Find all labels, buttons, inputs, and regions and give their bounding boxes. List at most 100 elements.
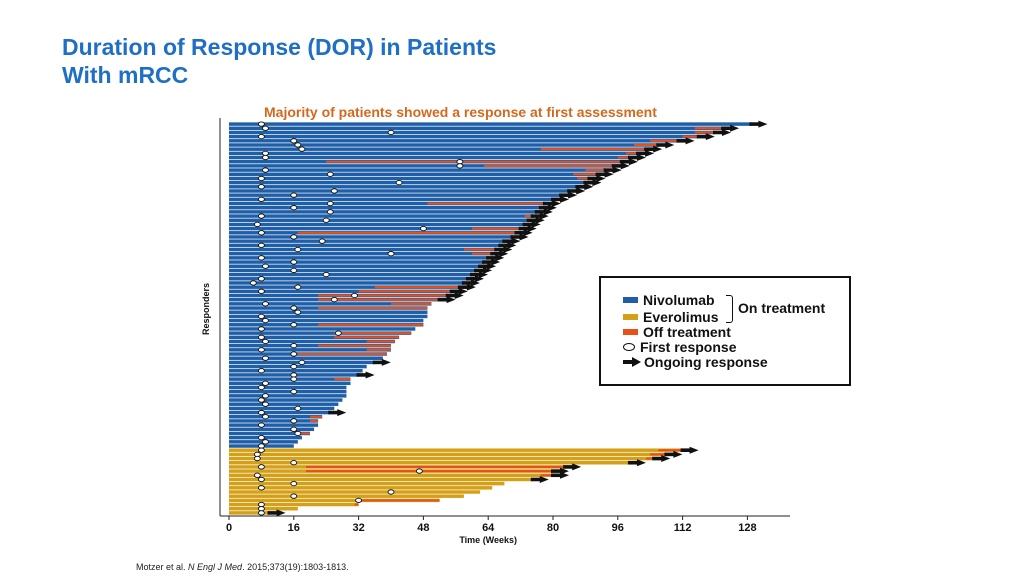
first-response-marker [298,359,306,366]
ongoing-arrow-head [474,275,484,283]
first-response-marker [387,489,395,495]
bar-everolimus [229,456,655,461]
first-response-marker [290,493,298,499]
off-treatment-segment [694,127,724,130]
bar-nivolumab [229,251,493,256]
ongoing-arrow-shaft [551,473,561,478]
bar-nivolumab [229,155,630,160]
off-treatment-segment [326,160,622,163]
ongoing-arrow-head [543,208,553,216]
off-treatment-segment [310,415,323,418]
first-response-marker [257,276,265,282]
first-response-marker [290,234,298,240]
bar-nivolumab [229,201,545,206]
citation-journal: N Engl J Med [188,562,243,572]
bar-nivolumab [229,331,412,335]
ongoing-arrow-head [560,471,569,479]
bar-nivolumab [229,285,460,289]
legend-label-on-treatment: On treatment [738,300,826,316]
bar-everolimus [229,511,270,515]
off-treatment-segment [297,231,517,234]
legend-item-off-treatment: Off treatment [623,324,731,340]
bar-nivolumab [229,126,724,131]
off-treatment-segment [318,307,428,310]
bar-nivolumab [229,394,347,398]
first-response-marker [395,179,403,186]
bar-nivolumab [229,277,468,281]
first-response-marker [298,146,306,152]
first-response-marker [257,435,265,441]
bar-nivolumab [229,410,331,415]
bar-nivolumab [229,143,659,147]
bar-everolimus [229,452,667,457]
ongoing-arrow-shaft [538,205,549,210]
off-treatment-segment [577,177,590,180]
bar-nivolumab [229,239,505,243]
off-treatment-segment [358,290,452,293]
off-treatment-segment [374,286,460,289]
ongoing-arrow-head [596,174,606,182]
ongoing-arrow-head [276,509,286,517]
bar-nivolumab [229,139,679,143]
first-response-marker [290,426,298,432]
ongoing-arrow-head [665,141,675,149]
first-response-marker [257,422,265,428]
bar-nivolumab [229,122,752,126]
first-response-marker [257,334,265,340]
bar-everolimus [229,498,440,503]
ongoing-arrow-head [527,225,537,233]
bar-nivolumab [229,205,541,210]
ongoing-arrow-head [495,254,505,262]
ongoing-arrow-shaft [567,189,578,193]
ongoing-arrow-shaft [559,193,570,197]
off-treatment-segment [682,135,699,138]
first-response-marker [290,259,298,265]
ongoing-arrow-head [539,212,549,220]
ongoing-arrow-shaft [656,143,667,147]
ongoing-arrow-shaft [611,164,622,168]
ongoing-arrow-shaft [372,360,383,365]
bar-nivolumab [229,327,416,331]
ongoing-arrow-shaft [494,247,505,252]
first-response-marker [262,301,269,307]
off-treatment-segment [391,302,432,305]
first-response-marker [262,380,269,386]
ongoing-arrow-shaft [522,222,533,227]
on-treatment-bracket [726,295,733,323]
first-response-marker [257,485,265,491]
ongoing-arrow-shaft [551,469,561,473]
off-treatment-segment [305,470,553,473]
first-response-marker [257,409,265,416]
nivolumab-swatch [623,297,638,303]
ongoing-arrow-shaft [530,477,541,482]
citation-authors: Motzer et al. [136,562,189,572]
bar-nivolumab [229,164,614,168]
first-response-marker [249,280,257,286]
ongoing-arrow-head [454,292,464,300]
ongoing-arrow-shaft [465,276,476,281]
ongoing-arrow-shaft [563,465,574,469]
first-response-marker [294,284,302,290]
first-response-marker [257,255,265,261]
first-response-marker [294,405,302,412]
ongoing-arrow-shaft [514,230,525,235]
ongoing-arrow-head [592,179,602,187]
x-tick-label: 0 [226,522,232,534]
off-treatment-swatch [623,329,638,335]
ongoing-arrow-head [487,262,497,270]
off-treatment-segment [358,499,440,502]
ongoing-arrow-shaft [530,214,541,218]
first-response-marker [253,472,261,478]
ongoing-arrow-head [685,137,695,145]
first-response-marker [262,393,269,399]
bar-nivolumab [229,389,347,394]
off-treatment-segment [650,139,679,142]
first-response-marker [262,263,269,269]
ongoing-arrow-head [572,463,582,471]
bar-nivolumab [229,172,598,177]
first-response-marker [290,343,298,349]
first-response-marker [257,510,265,516]
first-response-marker [257,288,265,294]
ongoing-arrow-head [519,233,529,241]
first-response-marker [290,305,298,311]
